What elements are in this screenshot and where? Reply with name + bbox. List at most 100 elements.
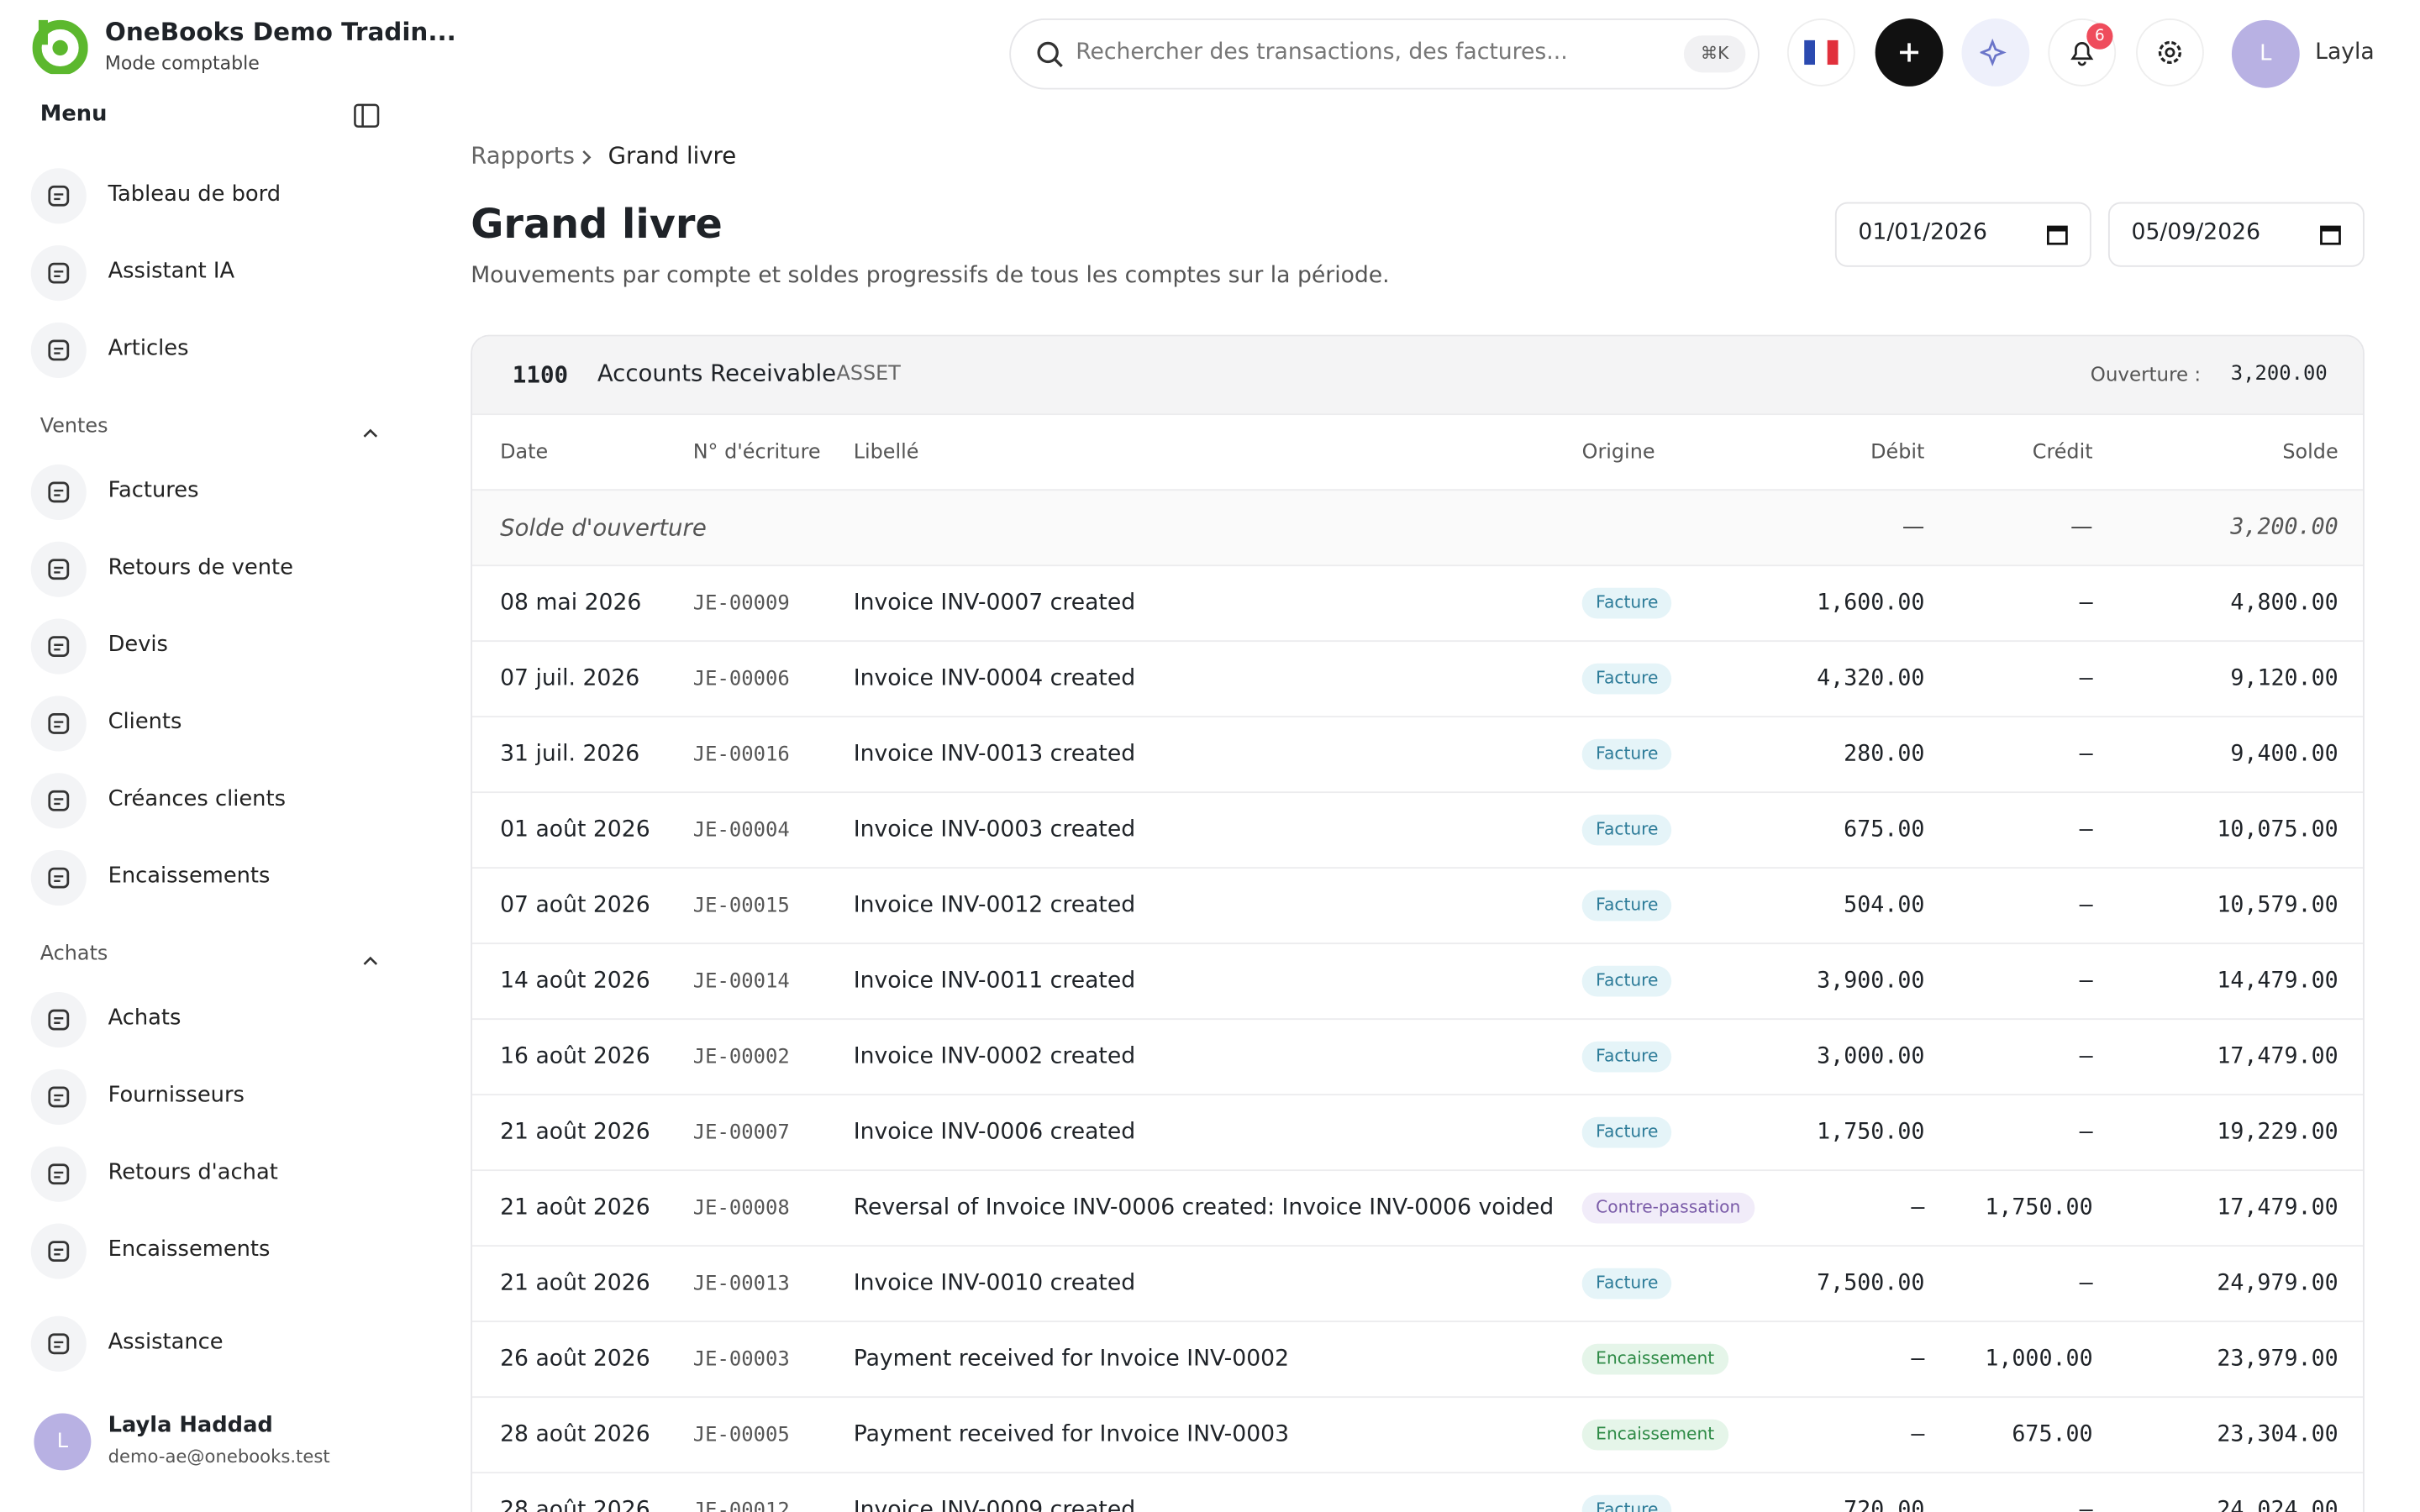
entry-date: 08 mai 2026 <box>500 591 642 616</box>
opening-row: Solde d'ouverture — — 3,200.00 <box>472 489 2364 567</box>
ai-button[interactable] <box>1961 18 2030 87</box>
entry-number[interactable]: JE-00005 <box>692 1424 790 1447</box>
menu-icon <box>30 992 87 1048</box>
ledger-row: 26 août 2026 JE-00003 Payment received for… <box>472 1320 2364 1398</box>
date-from-value: 01/01/2026 <box>1858 220 1987 246</box>
account-code: 1100 <box>512 360 569 389</box>
entry-number[interactable]: JE-00007 <box>692 1121 790 1145</box>
debit: — <box>1911 1195 1925 1221</box>
ledger-card: 1100 Accounts Receivable ASSET Ouverture… <box>471 334 2365 1512</box>
icon-glyph <box>48 1333 70 1355</box>
entry-number[interactable]: JE-00009 <box>692 592 790 616</box>
user-avatar[interactable]: L <box>2231 19 2300 88</box>
entry-label: Invoice INV-0006 created <box>853 1120 1136 1145</box>
credit: — <box>2079 1271 2093 1296</box>
sidebar-avatar: L <box>34 1413 92 1471</box>
credit: — <box>2079 1120 2093 1145</box>
collapse-icon[interactable] <box>354 103 380 128</box>
icon-glyph <box>48 1241 70 1262</box>
ledger-row: 08 mai 2026 JE-00009 Invoice INV-0007 crea… <box>472 564 2364 642</box>
search-shortcut: ⌘K <box>1683 35 1746 73</box>
menu-item[interactable]: Factures <box>108 478 199 503</box>
search-box[interactable]: Rechercher des transactions, des facture… <box>1009 18 1760 90</box>
entry-date: 21 août 2026 <box>500 1195 650 1221</box>
section-title[interactable]: Achats <box>39 942 108 966</box>
icon-glyph <box>48 713 70 734</box>
entry-number[interactable]: JE-00004 <box>692 819 790 843</box>
bell-icon <box>2070 42 2094 66</box>
search-placeholder: Rechercher des transactions, des facture… <box>1076 39 1568 66</box>
menu-item[interactable]: Clients <box>108 709 182 735</box>
entry-label: Invoice INV-0009 created <box>853 1498 1136 1512</box>
origin-cell: Encaissement <box>1581 1398 1728 1473</box>
balance: 17,479.00 <box>2217 1044 2338 1069</box>
account-name: Accounts Receivable <box>597 359 837 388</box>
menu-item[interactable]: Assistance <box>108 1330 224 1355</box>
menu-item[interactable]: Encaissements <box>108 1237 271 1263</box>
entry-number[interactable]: JE-00016 <box>692 743 790 767</box>
balance: 19,229.00 <box>2217 1120 2338 1145</box>
section-title[interactable]: Ventes <box>39 415 108 438</box>
column-header: Débit <box>1870 441 1925 465</box>
language-button[interactable] <box>1786 18 1855 87</box>
menu-item[interactable]: Assistant IA <box>108 259 235 284</box>
ledger-row: 07 août 2026 JE-00015 Invoice INV-0012 cre… <box>472 867 2364 944</box>
entry-date: 14 août 2026 <box>500 969 650 994</box>
balance: 4,800.00 <box>2230 591 2338 616</box>
debit: 3,000.00 <box>1817 1044 1925 1069</box>
origin-badge: Facture <box>1581 814 1673 846</box>
credit: — <box>2079 893 2093 918</box>
settings-button[interactable] <box>2136 18 2204 87</box>
menu-item[interactable]: Fournisseurs <box>108 1083 245 1108</box>
origin-cell: Facture <box>1581 717 1673 793</box>
menu-item[interactable]: Retours de vente <box>108 555 293 580</box>
menu-item[interactable]: Encaissements <box>108 864 271 889</box>
entry-label: Invoice INV-0011 created <box>853 969 1136 994</box>
balance: 23,304.00 <box>2217 1422 2338 1447</box>
menu-item[interactable]: Articles <box>108 336 189 361</box>
ledger-row: 07 juil. 2026 JE-00006 Invoice INV-0004 cr… <box>472 640 2364 717</box>
menu-item[interactable]: Achats <box>108 1005 182 1031</box>
menu-item[interactable]: Créances clients <box>108 786 286 812</box>
entry-number[interactable]: JE-00013 <box>692 1273 790 1296</box>
icon-glyph <box>48 790 70 811</box>
debit: 1,600.00 <box>1817 591 1925 616</box>
ledger-row: 16 août 2026 JE-00002 Invoice INV-0002 cre… <box>472 1018 2364 1095</box>
balance: 9,120.00 <box>2230 666 2338 691</box>
entry-number[interactable]: JE-00006 <box>692 668 790 691</box>
entry-number[interactable]: JE-00014 <box>692 970 790 994</box>
menu-item[interactable]: Retours d'achat <box>108 1160 278 1185</box>
menu-icon <box>30 245 87 302</box>
date-to[interactable]: 05/09/2026 <box>2107 202 2365 267</box>
entry-number[interactable]: JE-00008 <box>692 1197 790 1221</box>
calendar-icon <box>2046 225 2068 245</box>
date-from[interactable]: 01/01/2026 <box>1834 202 2091 267</box>
balance: 10,579.00 <box>2217 893 2338 918</box>
entry-number[interactable]: JE-00002 <box>692 1046 790 1069</box>
entry-number[interactable]: JE-00015 <box>692 895 790 918</box>
breadcrumb-link[interactable]: Rapports <box>471 141 575 171</box>
menu-item[interactable]: Tableau de bord <box>108 181 281 207</box>
menu-item[interactable]: Devis <box>108 633 168 658</box>
balance: 24,979.00 <box>2217 1271 2338 1296</box>
balance: 10,075.00 <box>2217 817 2338 843</box>
entry-number[interactable]: JE-00003 <box>692 1348 790 1372</box>
column-header: Origine <box>1581 441 1655 465</box>
origin-badge: Facture <box>1581 738 1673 770</box>
debit: 7,500.00 <box>1817 1271 1925 1296</box>
entry-number[interactable]: JE-00012 <box>692 1499 790 1512</box>
credit: — <box>2079 817 2093 843</box>
origin-badge: Facture <box>1581 1116 1673 1148</box>
origin-badge: Encaissement <box>1581 1419 1728 1451</box>
notifications-button[interactable] <box>2048 18 2117 87</box>
flag-icon <box>1804 39 1839 66</box>
ledger-row: 28 août 2026 JE-00012 Invoice INV-0009 cre… <box>472 1472 2364 1512</box>
entry-label: Invoice INV-0010 created <box>853 1271 1136 1296</box>
entry-date: 26 août 2026 <box>500 1347 650 1372</box>
add-button[interactable] <box>1875 18 1944 87</box>
entry-label: Invoice INV-0012 created <box>853 893 1136 918</box>
section-chevron <box>361 946 380 975</box>
opening-balance: 3,200.00 <box>2230 515 2338 540</box>
menu-icon <box>30 541 87 597</box>
